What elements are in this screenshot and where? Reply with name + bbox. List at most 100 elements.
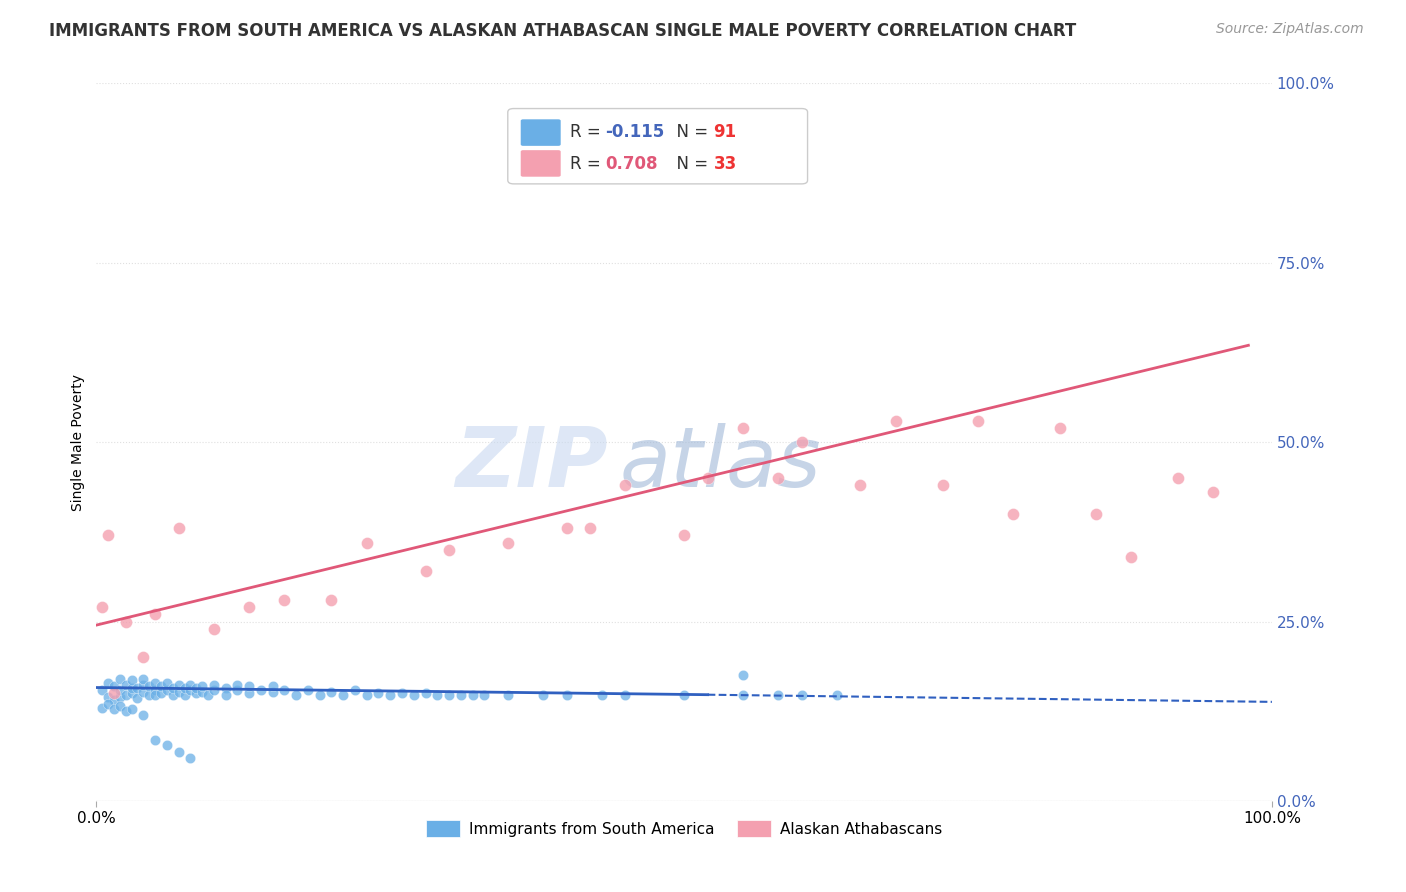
Point bbox=[1084, 507, 1107, 521]
Point bbox=[162, 688, 184, 702]
Point bbox=[108, 699, 131, 714]
Point bbox=[591, 688, 613, 702]
Point bbox=[108, 682, 131, 697]
Point bbox=[356, 688, 378, 702]
Point bbox=[143, 675, 166, 690]
Point bbox=[91, 600, 114, 615]
Point bbox=[343, 682, 366, 697]
Point bbox=[226, 678, 249, 692]
Text: ZIP: ZIP bbox=[456, 423, 607, 504]
Point bbox=[191, 685, 214, 699]
Point bbox=[731, 421, 754, 435]
Point bbox=[150, 679, 173, 693]
Point bbox=[143, 732, 166, 747]
Point bbox=[121, 681, 143, 695]
Point bbox=[332, 688, 354, 702]
Point bbox=[579, 521, 602, 535]
Point bbox=[97, 675, 120, 690]
Point bbox=[214, 681, 236, 695]
Point bbox=[103, 702, 125, 716]
Point bbox=[121, 702, 143, 716]
Point bbox=[673, 688, 696, 702]
Text: Source: ZipAtlas.com: Source: ZipAtlas.com bbox=[1216, 22, 1364, 37]
Text: R =: R = bbox=[569, 123, 606, 141]
Point bbox=[1167, 471, 1189, 485]
Point bbox=[472, 688, 495, 702]
Point bbox=[214, 688, 236, 702]
Point bbox=[790, 435, 813, 450]
Point bbox=[103, 693, 125, 707]
Point bbox=[167, 685, 190, 699]
Text: -0.115: -0.115 bbox=[606, 123, 665, 141]
Point bbox=[132, 650, 155, 665]
Point bbox=[156, 738, 179, 752]
Point bbox=[91, 682, 114, 697]
Point bbox=[143, 688, 166, 702]
Point bbox=[1049, 421, 1071, 435]
Point bbox=[731, 668, 754, 682]
Point bbox=[496, 688, 519, 702]
Point bbox=[461, 688, 484, 702]
Text: 0.708: 0.708 bbox=[606, 155, 658, 173]
Point bbox=[108, 690, 131, 704]
Point bbox=[121, 673, 143, 688]
Point bbox=[308, 688, 330, 702]
Point bbox=[191, 679, 214, 693]
Point bbox=[273, 593, 295, 607]
Point bbox=[285, 688, 308, 702]
Point bbox=[132, 685, 155, 699]
Point bbox=[132, 672, 155, 686]
Point bbox=[555, 688, 578, 702]
Point bbox=[138, 679, 160, 693]
Point bbox=[531, 688, 554, 702]
Text: N =: N = bbox=[666, 155, 714, 173]
Point bbox=[790, 688, 813, 702]
Point bbox=[202, 682, 225, 697]
Point bbox=[696, 471, 718, 485]
Point bbox=[97, 690, 120, 704]
Point bbox=[321, 685, 343, 699]
Text: atlas: atlas bbox=[620, 423, 821, 504]
Point bbox=[132, 707, 155, 722]
Point bbox=[356, 535, 378, 549]
Point bbox=[114, 678, 136, 692]
Point bbox=[262, 679, 284, 693]
Point bbox=[202, 678, 225, 692]
Point bbox=[197, 688, 219, 702]
Point bbox=[238, 679, 260, 693]
FancyBboxPatch shape bbox=[520, 120, 561, 146]
Point bbox=[179, 751, 201, 765]
Point bbox=[380, 688, 402, 702]
Point bbox=[97, 697, 120, 711]
Point bbox=[103, 679, 125, 693]
Point bbox=[1119, 549, 1142, 564]
Y-axis label: Single Male Poverty: Single Male Poverty bbox=[72, 374, 86, 510]
Point bbox=[114, 688, 136, 702]
FancyBboxPatch shape bbox=[520, 150, 561, 177]
Point bbox=[825, 688, 848, 702]
Point bbox=[673, 528, 696, 542]
Point bbox=[297, 682, 319, 697]
Point bbox=[555, 521, 578, 535]
Point bbox=[91, 700, 114, 714]
Point bbox=[143, 607, 166, 622]
Point bbox=[127, 691, 149, 706]
Point bbox=[415, 564, 437, 578]
Point bbox=[450, 688, 472, 702]
Point bbox=[186, 686, 208, 700]
Point bbox=[415, 686, 437, 700]
Point bbox=[132, 678, 155, 692]
Text: R =: R = bbox=[569, 155, 606, 173]
Point bbox=[202, 622, 225, 636]
Point bbox=[932, 478, 955, 492]
Point bbox=[114, 615, 136, 629]
Point bbox=[262, 685, 284, 699]
Text: IMMIGRANTS FROM SOUTH AMERICA VS ALASKAN ATHABASCAN SINGLE MALE POVERTY CORRELAT: IMMIGRANTS FROM SOUTH AMERICA VS ALASKAN… bbox=[49, 22, 1077, 40]
Point bbox=[437, 542, 460, 557]
Point bbox=[186, 681, 208, 695]
FancyBboxPatch shape bbox=[508, 109, 807, 184]
Point bbox=[884, 414, 907, 428]
Point bbox=[402, 688, 425, 702]
Point bbox=[1002, 507, 1025, 521]
Point bbox=[143, 682, 166, 697]
